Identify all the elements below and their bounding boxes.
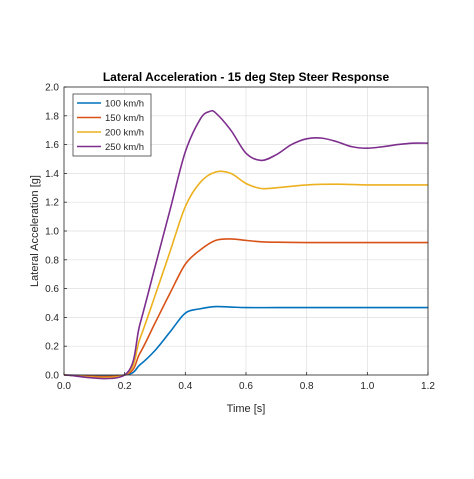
x-tick-label: 0.0 [57,381,71,392]
series-line-1 [63,305,428,377]
y-tick-label: 1.4 [45,169,59,180]
legend-label: 200 km/h [105,128,144,139]
series-line-2 [63,238,428,378]
y-tick-label: 0.4 [45,313,59,324]
x-tick-label: 0.8 [300,381,314,392]
legend-label: 250 km/h [105,142,144,153]
x-axis-ticks: 0.0 0.2 0.4 0.6 0.8 1.0 1.2 [57,372,435,392]
series-lines [63,109,429,380]
chart-title: Lateral Acceleration - 15 deg Step Steer… [103,70,390,84]
x-tick-label: 0.6 [239,381,253,392]
y-tick-label: 0.0 [45,371,59,382]
x-tick-label: 1.0 [360,381,374,392]
y-axis-label: Lateral Acceleration [g] [29,175,41,287]
y-tick-label: 2.0 [45,83,59,94]
y-axis-ticks: 0.0 0.2 0.4 0.6 0.8 1.0 1.2 1.4 1.6 1.8 2.0 [45,83,67,382]
series-line-4 [63,109,429,380]
legend-box [72,93,152,157]
y-tick-label: 1.8 [45,111,59,122]
y-tick-label: 0.2 [45,342,59,353]
legend-label: 150 km/h [105,113,144,124]
series-line-3 [63,170,428,379]
x-axis-label: Time [s] [227,403,266,415]
legend: 100 km/h 150 km/h 200 km/h 250 km/h [72,93,152,157]
y-tick-label: 0.6 [45,284,59,295]
y-tick-label: 1.6 [45,140,59,151]
y-tick-label: 1.0 [45,227,59,238]
legend-label: 100 km/h [105,99,144,110]
x-tick-label: 0.2 [118,381,132,392]
x-tick-label: 1.2 [421,381,435,392]
y-tick-label: 0.8 [45,255,59,266]
x-tick-label: 0.4 [178,381,192,392]
y-tick-label: 1.2 [45,198,59,209]
